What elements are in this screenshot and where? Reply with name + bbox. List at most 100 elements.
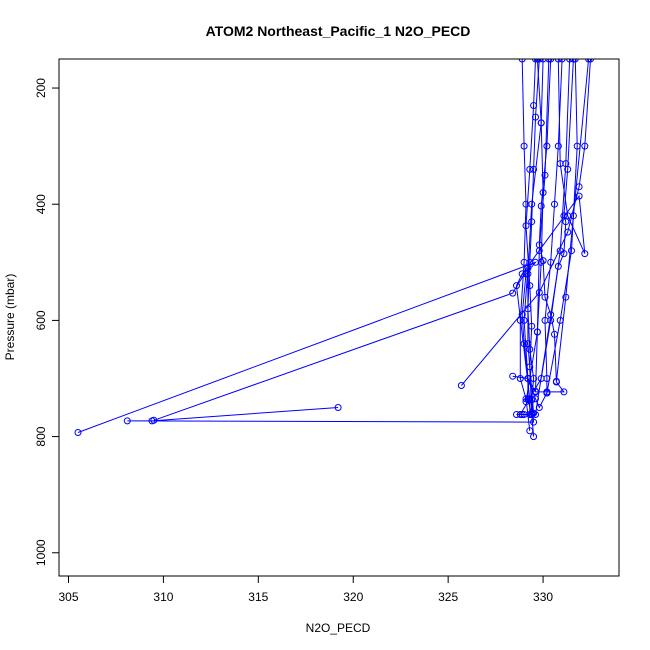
data-point: [581, 142, 589, 150]
data-point: [513, 282, 520, 290]
data-point: [571, 59, 579, 63]
data-point: [575, 183, 583, 191]
data-point: [587, 59, 594, 63]
data-point: [568, 247, 575, 255]
data-point: [537, 202, 545, 210]
data-point: [547, 316, 555, 324]
data-point: [532, 387, 539, 395]
data-point: [554, 142, 562, 150]
data-point: [520, 142, 528, 150]
data-point: [524, 305, 532, 313]
data-point: [528, 218, 536, 226]
y-tick-label: 800: [34, 426, 48, 446]
data-point: [528, 409, 536, 417]
y-tick-label: 600: [34, 310, 48, 330]
data-point: [554, 59, 562, 63]
series-line-13: [546, 59, 578, 394]
data-point: [537, 258, 545, 266]
data-point: [123, 417, 131, 425]
data-point: [520, 316, 528, 324]
series-line-12: [535, 59, 544, 392]
series-line-9: [519, 59, 571, 415]
data-point: [522, 395, 530, 403]
data-point: [533, 328, 541, 336]
data-point: [569, 212, 577, 220]
data-point: [528, 322, 536, 330]
data-point: [585, 59, 593, 63]
data-point: [526, 165, 534, 173]
data-point: [524, 340, 532, 348]
data-point: [528, 200, 536, 208]
data-point: [516, 316, 524, 324]
data-point: [541, 171, 549, 179]
data-point: [562, 293, 570, 301]
data-point: [539, 257, 547, 265]
y-tick-label: 1000: [34, 539, 48, 566]
data-point: [581, 250, 589, 258]
y-axis-label: Pressure (mbar): [3, 274, 17, 361]
data-point: [573, 142, 581, 150]
data-point: [532, 113, 539, 121]
series-line-11: [527, 59, 544, 414]
data-point: [524, 270, 532, 278]
data-point: [530, 102, 538, 109]
x-tick-label: 325: [438, 590, 458, 604]
data-point: [526, 363, 534, 371]
data-point: [564, 228, 572, 236]
data-point: [535, 289, 543, 296]
x-axis-label: N2O_PECD: [306, 621, 371, 635]
data-point: [526, 427, 534, 435]
x-tick-label: 330: [533, 590, 553, 604]
data-point: [552, 377, 560, 385]
data-point: [522, 398, 530, 406]
data-point: [518, 59, 526, 63]
data-point: [509, 372, 517, 380]
data-point: [526, 282, 534, 290]
data-point: [522, 222, 530, 230]
x-tick-label: 320: [343, 590, 363, 604]
data-point: [524, 375, 532, 382]
data-point: [530, 418, 538, 426]
data-point: [560, 212, 568, 220]
data-point: [569, 59, 577, 63]
x-tick-label: 305: [58, 590, 78, 604]
data-point: [543, 389, 551, 397]
data-point: [535, 59, 543, 63]
data-point: [560, 388, 568, 396]
data-point: [575, 192, 583, 200]
data-point: [535, 247, 543, 255]
data-point: [532, 59, 539, 63]
data-point: [518, 411, 526, 418]
data-point: [547, 258, 555, 266]
data-point: [530, 409, 538, 417]
data-point: [74, 429, 82, 436]
data-point: [558, 59, 566, 63]
data-point: [554, 262, 562, 270]
data-point: [526, 411, 534, 418]
data-point: [539, 189, 547, 197]
data-point: [545, 59, 553, 63]
chart-title: ATOM2 Northeast_Pacific_1 N2O_PECD: [206, 23, 471, 39]
data-point: [539, 59, 547, 63]
data-point: [530, 165, 538, 173]
series-line-8: [519, 59, 531, 431]
plot-frame: [58, 58, 620, 577]
plot-points: [74, 59, 594, 441]
data-point: [457, 382, 465, 389]
data-point: [334, 404, 342, 411]
data-point: [533, 59, 541, 63]
x-tick-label: 310: [153, 590, 173, 604]
series-line-5: [512, 59, 565, 393]
data-point: [537, 375, 545, 382]
series-line-10: [525, 59, 550, 402]
data-point: [562, 160, 570, 168]
x-tick-label: 315: [248, 590, 268, 604]
series-line-1: [127, 59, 540, 423]
data-point: [516, 411, 524, 418]
data-point: [530, 433, 538, 441]
data-point: [537, 119, 545, 127]
data-point: [509, 289, 517, 297]
y-tick-label: 400: [34, 194, 48, 214]
data-point: [547, 59, 555, 63]
